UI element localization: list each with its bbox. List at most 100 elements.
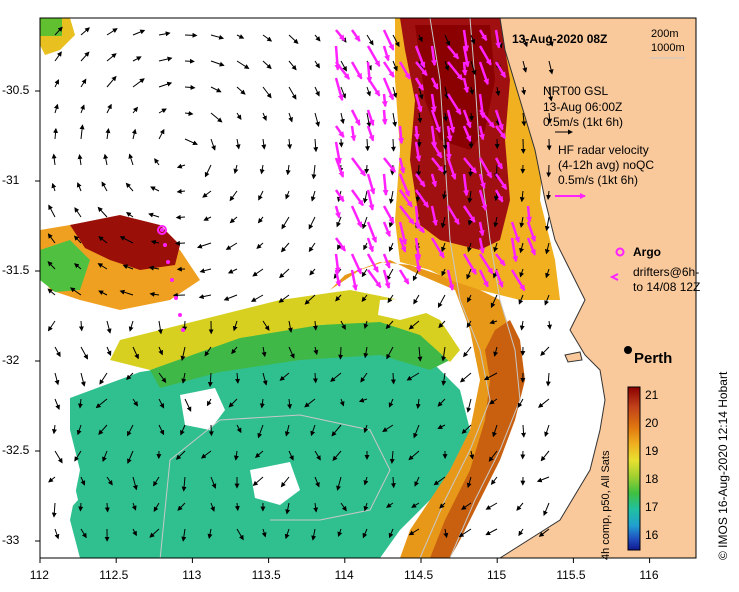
gsl-arrow bbox=[74, 450, 82, 462]
gsl-arrow bbox=[417, 112, 423, 124]
hf-arrow bbox=[510, 237, 519, 263]
gsl-arrow bbox=[538, 398, 550, 408]
hf-arrow bbox=[382, 205, 395, 224]
x-tick-label: 114 bbox=[334, 568, 354, 582]
gsl-arrow bbox=[363, 320, 369, 330]
hf-arrow bbox=[478, 157, 493, 179]
hf-arrow bbox=[366, 77, 381, 97]
gsl-arrow bbox=[441, 190, 447, 200]
gsl-arrow bbox=[104, 502, 110, 513]
gsl-arrow bbox=[207, 372, 213, 388]
hf-arrow bbox=[447, 61, 464, 81]
sst-nw-green bbox=[40, 18, 62, 36]
gsl-arrow bbox=[311, 164, 317, 180]
drifter-point bbox=[170, 278, 174, 282]
gsl-arrow bbox=[158, 81, 173, 88]
hf-arrow bbox=[414, 173, 426, 188]
hf-arrow bbox=[478, 189, 488, 211]
gsl-arrow bbox=[184, 32, 198, 38]
colorbar-tick-label: 17 bbox=[645, 500, 659, 514]
drifter-point bbox=[181, 328, 185, 332]
gsl-arrow bbox=[390, 372, 396, 385]
gsl-arrow bbox=[210, 34, 225, 40]
gsl-arrow bbox=[204, 164, 212, 178]
hf-scale: 0.5m/s (1kt 6h) bbox=[558, 173, 639, 187]
gsl-arrow bbox=[80, 372, 86, 387]
gsl-arrow bbox=[181, 476, 187, 492]
gsl-arrow bbox=[440, 216, 446, 229]
hf-arrow bbox=[398, 173, 411, 197]
gsl-arrow bbox=[257, 216, 264, 224]
gsl-arrow bbox=[285, 190, 290, 200]
hf-arrow bbox=[414, 237, 422, 261]
sst-teal-region bbox=[70, 345, 470, 558]
y-tick-label: -30.5 bbox=[2, 83, 30, 97]
hf-arrow bbox=[414, 45, 426, 69]
plot-frame bbox=[39, 17, 697, 559]
gsl-arrow bbox=[97, 206, 108, 218]
gsl-arrow bbox=[149, 291, 160, 297]
gsl-arrow bbox=[175, 214, 186, 220]
hf-arrow bbox=[350, 109, 361, 126]
gsl-arrow bbox=[259, 398, 265, 409]
gsl-arrow bbox=[53, 127, 59, 140]
gsl-arrow bbox=[459, 372, 472, 383]
hf-arrow bbox=[446, 157, 457, 180]
gsl-arrow bbox=[261, 138, 267, 150]
gsl-arrow bbox=[363, 476, 369, 486]
gsl-arrow bbox=[47, 233, 56, 244]
gsl-arrow bbox=[175, 450, 186, 460]
gsl-arrow bbox=[132, 106, 139, 114]
gsl-arrow bbox=[236, 86, 246, 95]
hf-arrow bbox=[350, 253, 363, 275]
gsl-arrow bbox=[392, 112, 398, 127]
gsl-arrow bbox=[252, 268, 264, 277]
gsl-time: 13-Aug 06:00Z bbox=[543, 100, 623, 114]
gsl-arrow bbox=[540, 346, 550, 357]
gsl-arrow bbox=[310, 424, 316, 437]
sst-yellow-band bbox=[110, 290, 460, 370]
gsl-arrow bbox=[210, 60, 225, 67]
drifters-label-1: drifters@6h- bbox=[633, 265, 700, 279]
gsl-arrow bbox=[363, 242, 368, 251]
gsl-arrow bbox=[210, 476, 217, 489]
gsl-arrow bbox=[521, 424, 527, 438]
gsl-arrow bbox=[176, 188, 186, 194]
gsl-arrow bbox=[153, 502, 160, 512]
hf-arrow bbox=[350, 61, 363, 80]
gsl-arrow bbox=[493, 216, 499, 228]
hf-arrow bbox=[334, 253, 341, 274]
gsl-arrow bbox=[250, 294, 264, 302]
gsl-arrow bbox=[78, 320, 84, 332]
gsl-arrow bbox=[261, 528, 267, 538]
hf-arrow bbox=[334, 77, 344, 102]
gsl-arrow bbox=[236, 60, 250, 69]
hf-arrow bbox=[462, 109, 472, 129]
gsl-arrow bbox=[314, 60, 320, 69]
gsl-arrow bbox=[437, 398, 446, 407]
hf-arrow bbox=[383, 157, 396, 173]
gsl-arrow bbox=[77, 398, 83, 409]
gsl-arrow bbox=[386, 268, 394, 281]
hf-arrow bbox=[478, 221, 485, 237]
gsl-arrow bbox=[252, 476, 264, 486]
gsl-arrow bbox=[314, 476, 320, 488]
gsl-arrow bbox=[51, 424, 57, 435]
gsl-arrow bbox=[408, 450, 420, 461]
hf-arrow bbox=[430, 205, 438, 227]
hf-arrow bbox=[478, 29, 488, 42]
hf-arrow bbox=[462, 77, 470, 94]
hf-arrow bbox=[494, 189, 504, 203]
gsl-arrow bbox=[488, 450, 498, 462]
gsl-arrow bbox=[335, 294, 342, 302]
gsl-arrow bbox=[74, 263, 82, 270]
gsl-arrow bbox=[157, 320, 163, 335]
gsl-arrow bbox=[132, 56, 142, 62]
gsl-arrow bbox=[392, 60, 398, 72]
gsl-arrow bbox=[158, 424, 165, 436]
gsl-arrow bbox=[388, 528, 394, 539]
gsl-arrow bbox=[389, 450, 395, 464]
gsl-arrow bbox=[339, 112, 345, 125]
gsl-arrow bbox=[544, 424, 550, 437]
gsl-arrow bbox=[336, 216, 342, 228]
